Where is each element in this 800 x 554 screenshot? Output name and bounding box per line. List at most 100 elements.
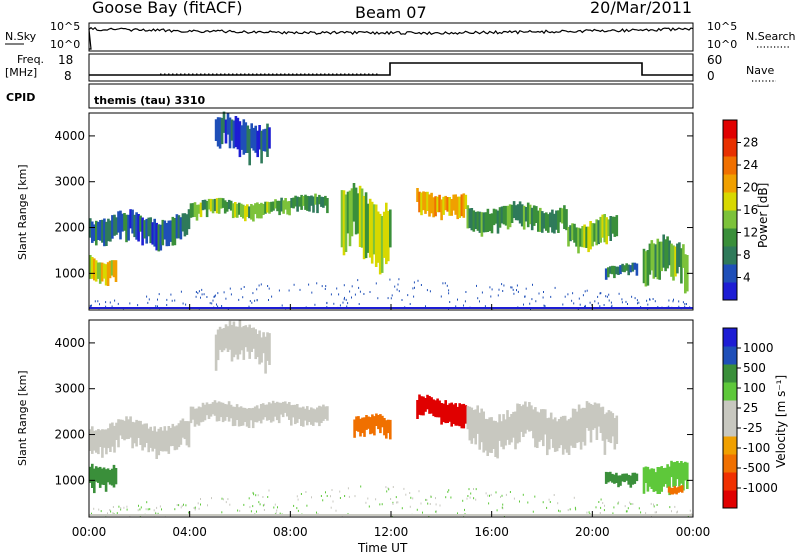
velocity-cell bbox=[670, 460, 673, 478]
velocity-cell bbox=[233, 406, 237, 426]
velocity-speckle bbox=[112, 506, 114, 508]
velocity-speckle bbox=[279, 512, 281, 515]
power-speckle bbox=[448, 289, 450, 292]
velocity-speckle bbox=[588, 511, 590, 514]
velocity-speckle bbox=[300, 493, 302, 495]
velocity-speckle bbox=[91, 512, 92, 515]
velocity-colorbar-swatch bbox=[723, 400, 737, 419]
power-cell bbox=[260, 202, 263, 219]
power-cell bbox=[185, 214, 189, 235]
power-speckle bbox=[567, 293, 569, 296]
power-cell bbox=[112, 260, 116, 278]
power-cell bbox=[609, 266, 612, 274]
velocity-speckle bbox=[183, 503, 184, 506]
power-speckle bbox=[477, 297, 479, 300]
velocity-cell bbox=[623, 473, 626, 483]
power-cell bbox=[264, 128, 267, 152]
power-cell bbox=[480, 212, 484, 237]
velocity-speckle bbox=[176, 504, 178, 506]
velocity-cell bbox=[232, 321, 236, 358]
velocity-speckle bbox=[275, 511, 277, 514]
velocity-cell bbox=[250, 328, 253, 352]
power-speckle bbox=[114, 299, 116, 302]
power-cell bbox=[310, 195, 313, 206]
power-cell bbox=[656, 238, 660, 280]
velocity-cell bbox=[187, 421, 191, 448]
velocity-speckle bbox=[253, 493, 255, 496]
velocity-cell bbox=[109, 423, 112, 452]
power-cell bbox=[238, 202, 241, 215]
power-cell bbox=[254, 125, 257, 153]
power-cell bbox=[573, 223, 576, 243]
power-cell bbox=[514, 205, 518, 221]
velocity-cell bbox=[100, 468, 104, 485]
power-cell bbox=[179, 217, 183, 240]
power-speckle bbox=[157, 298, 158, 301]
power-cell bbox=[220, 117, 224, 145]
power-speckle bbox=[627, 303, 628, 305]
power-colorbar-swatch bbox=[723, 156, 737, 175]
power-cell bbox=[324, 195, 327, 206]
power-cell bbox=[102, 263, 106, 279]
velocity-cell bbox=[310, 407, 313, 425]
power-cell bbox=[284, 198, 287, 210]
power-speckle bbox=[544, 305, 546, 308]
velocity-cell bbox=[277, 402, 281, 424]
velocity-ytick-label: 3000 bbox=[54, 382, 85, 396]
velocity-cell bbox=[97, 429, 100, 455]
power-speckle bbox=[621, 301, 623, 304]
velocity-cell bbox=[267, 402, 271, 420]
velocity-cell bbox=[207, 404, 211, 419]
velocity-speckle bbox=[390, 498, 392, 500]
velocity-cell bbox=[298, 407, 301, 420]
power-speckle bbox=[579, 303, 581, 306]
power-cell bbox=[364, 192, 368, 259]
velocity-cell bbox=[103, 429, 106, 448]
velocity-cell bbox=[300, 407, 303, 426]
velocity-speckle bbox=[573, 496, 575, 499]
power-speckle bbox=[375, 282, 377, 285]
power-speckle bbox=[543, 291, 544, 293]
velocity-cell bbox=[193, 408, 197, 427]
velocity-speckle bbox=[326, 495, 328, 497]
power-cell bbox=[666, 236, 669, 269]
power-speckle bbox=[180, 290, 182, 293]
velocity-speckle bbox=[268, 489, 270, 492]
velocity-cell bbox=[538, 412, 541, 442]
power-cell bbox=[535, 206, 538, 223]
velocity-speckle bbox=[193, 507, 195, 509]
power-cell bbox=[460, 194, 464, 217]
power-cell bbox=[246, 125, 250, 153]
power-cell bbox=[274, 199, 277, 209]
power-cell bbox=[318, 194, 321, 205]
power-cell bbox=[541, 211, 544, 233]
power-speckle bbox=[638, 301, 640, 304]
power-cell bbox=[109, 220, 112, 242]
velocity-speckle bbox=[263, 503, 265, 506]
power-cell bbox=[121, 213, 124, 232]
power-cell bbox=[506, 205, 510, 230]
power-speckle bbox=[346, 305, 348, 308]
power-cell bbox=[111, 215, 114, 239]
power-cell bbox=[668, 240, 671, 266]
velocity-cell bbox=[213, 400, 217, 416]
velocity-speckle bbox=[181, 504, 183, 507]
velocity-speckle bbox=[650, 502, 652, 505]
power-speckle bbox=[299, 288, 301, 291]
power-speckle bbox=[248, 305, 250, 308]
power-speckle bbox=[308, 283, 310, 286]
power-ytick-label: 3000 bbox=[54, 175, 85, 189]
power-cell bbox=[581, 226, 584, 248]
power-cell bbox=[589, 221, 592, 250]
power-cell bbox=[486, 208, 490, 232]
velocity-cell bbox=[526, 406, 529, 430]
power-speckle bbox=[89, 305, 91, 308]
velocity-cell bbox=[141, 424, 144, 451]
power-speckle bbox=[336, 287, 338, 290]
velocity-cell bbox=[353, 419, 356, 438]
power-cell bbox=[234, 202, 237, 218]
power-speckle bbox=[240, 287, 242, 290]
velocity-speckle bbox=[600, 498, 602, 501]
velocity-ytick-label: 1000 bbox=[54, 473, 85, 487]
velocity-cell bbox=[667, 486, 671, 493]
